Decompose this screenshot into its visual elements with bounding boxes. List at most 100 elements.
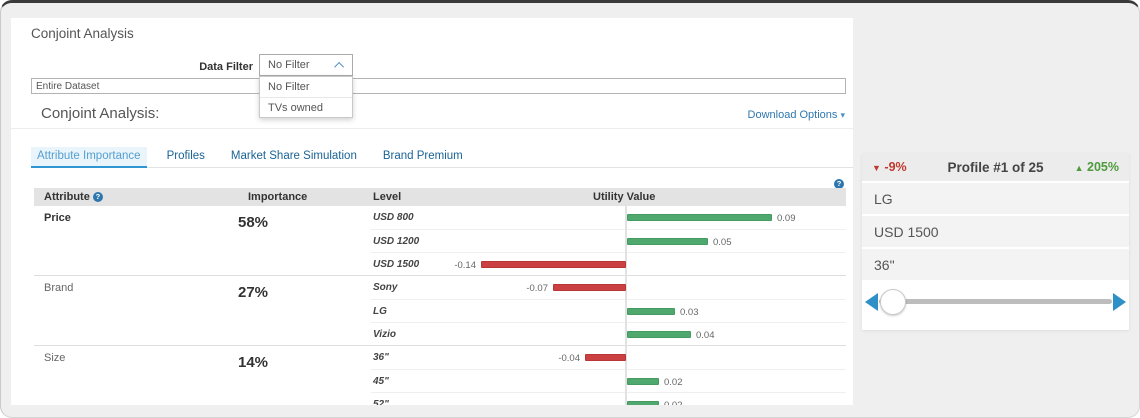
caret-down-icon: ▾ [840,110,845,120]
profile-slider [862,282,1129,321]
profile-card-header: ▼ -9% Profile #1 of 25 ▲ 205% [862,153,1129,183]
attribute-group: Price 58% USD 800 0.09 USD 1200 0.05 USD 1500 -… [34,206,846,275]
levels-list: 36" -0.04 45" 0.02 52" 0.02 [371,346,846,405]
utility-bar [627,238,708,245]
zero-axis-line [625,206,627,405]
utility-cell: -0.07 [481,276,846,299]
col-header-utility-value: Utility Value [593,191,656,203]
slider-next-arrow-icon[interactable] [1113,292,1126,311]
attribute-importance-table: Attribute ? Importance Level Utility Val… [34,188,846,405]
data-filter-dropdown-menu: No Filter TVs owned [259,76,353,118]
profile-title: Profile #1 of 25 [947,159,1044,175]
main-panel: Conjoint Analysis Data Filter No Filter … [11,18,853,405]
col-header-importance: Importance [248,191,308,203]
level-name: 52" [373,399,389,405]
level-row: USD 800 0.09 [371,206,846,229]
levels-list: Sony -0.07 LG 0.03 Vizio 0.04 [371,276,846,345]
attribute-group: Brand 27% Sony -0.07 LG 0.03 Vizio 0.04 [34,275,846,345]
level-row: Vizio 0.04 [371,322,846,345]
col-header-level: Level [373,191,402,203]
attribute-name: Price [44,212,71,224]
page-title: Conjoint Analysis [31,26,134,41]
profile-card: ▼ -9% Profile #1 of 25 ▲ 205% LG USD 1500… [862,153,1129,330]
profile-value-row: USD 1500 [862,216,1129,249]
section-header-row: Conjoint Analysis: Download Options ▾ [11,102,853,128]
section-divider [11,128,853,129]
level-name: USD 1200 [373,236,420,247]
level-row: 36" -0.04 [371,346,846,369]
utility-value-label: -0.04 [558,353,580,364]
utility-cell: 0.09 [481,206,846,229]
importance-value: 14% [238,354,269,371]
profile-decrease-badge: ▼ -9% [872,160,907,174]
attribute-name: Size [44,352,66,364]
data-filter-label: Data Filter [199,61,253,73]
download-options-link[interactable]: Download Options ▾ [747,109,845,121]
tab-brand-premium[interactable]: Brand Premium [382,150,463,162]
data-filter-option[interactable]: No Filter [268,81,310,93]
utility-bar [627,378,659,385]
level-name: Sony [373,282,398,293]
utility-cell: 0.04 [481,323,846,345]
table-header: Attribute ? Importance Level Utility Val… [34,188,846,206]
level-row: LG 0.03 [371,299,846,322]
levels-list: USD 800 0.09 USD 1200 0.05 USD 1500 -0.14 [371,206,846,275]
help-icon[interactable]: ? [834,179,844,189]
profile-value-row: 36" [862,249,1129,282]
utility-bar [627,308,675,315]
level-row: USD 1500 -0.14 [371,252,846,275]
level-name: Vizio [373,329,396,340]
utility-bar [627,331,691,338]
tab-attribute-importance[interactable]: Attribute Importance [31,147,147,168]
data-filter-option[interactable]: TVs owned [260,97,352,117]
utility-cell: 0.02 [481,370,846,392]
dataset-input[interactable] [31,78,846,94]
profile-increase-badge: ▲ 205% [1074,160,1119,174]
table-info: ? [834,174,844,192]
utility-value-label: 0.02 [664,400,683,405]
section-title: Conjoint Analysis: [41,105,160,122]
utility-cell: -0.04 [481,346,846,369]
data-filter-selected-value: No Filter [268,59,310,71]
help-icon[interactable]: ? [92,192,103,202]
level-row: Sony -0.07 [371,276,846,299]
tab-profiles[interactable]: Profiles [166,150,205,162]
attribute-group: Size 14% 36" -0.04 45" 0.02 52" 0.02 [34,345,846,405]
utility-bar [481,261,626,268]
level-name: 36" [373,352,389,363]
triangle-down-icon: ▼ [872,163,881,173]
level-name: USD 1500 [373,259,420,270]
table-body: Price 58% USD 800 0.09 USD 1200 0.05 USD 1500 -… [34,206,846,405]
utility-value-label: 0.09 [777,213,796,224]
importance-value: 27% [238,284,269,301]
importance-value: 58% [238,214,269,231]
profile-values: LG USD 1500 36" [862,183,1129,282]
utility-cell: -0.14 [454,253,846,275]
profile-value-row: LG [862,183,1129,216]
level-row: USD 1200 0.05 [371,229,846,252]
col-header-attribute: Attribute ? [34,191,238,203]
level-row: 45" 0.02 [371,369,846,392]
attribute-name: Brand [44,282,74,294]
slider-prev-arrow-icon[interactable] [865,292,878,311]
utility-value-label: -0.07 [526,283,548,294]
tab-bar: Attribute Importance Profiles Market Share… [31,147,853,168]
slider-handle[interactable] [879,288,906,315]
utility-bar [553,284,626,291]
level-name: LG [373,306,387,317]
utility-value-label: -0.14 [454,260,476,271]
tab-market-share-simulation[interactable]: Market Share Simulation [230,150,357,162]
level-name: 45" [373,376,389,387]
level-row: 52" 0.02 [371,392,846,405]
utility-value-label: 0.05 [713,237,732,248]
utility-bar [585,354,626,361]
utility-value-label: 0.04 [696,330,715,341]
utility-cell: 0.05 [481,230,846,252]
utility-cell: 0.03 [481,300,846,322]
utility-value-label: 0.02 [664,377,683,388]
slider-track[interactable] [879,288,1112,315]
utility-cell: 0.02 [481,393,846,405]
data-filter-select[interactable]: No Filter [259,54,353,76]
triangle-up-icon: ▲ [1074,163,1084,173]
